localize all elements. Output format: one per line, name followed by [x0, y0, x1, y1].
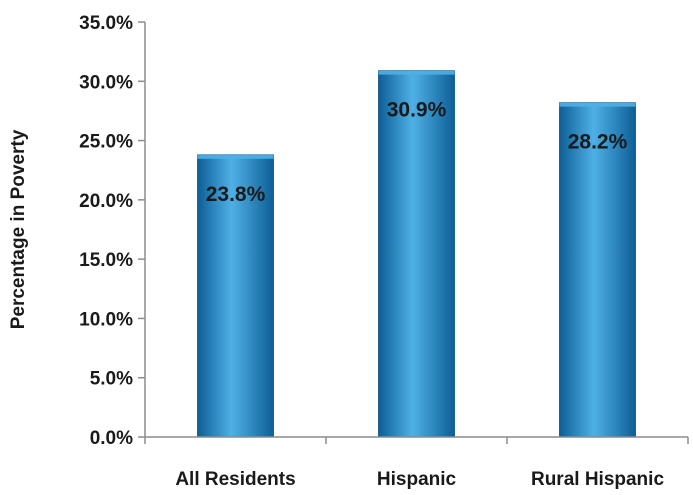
y-tick-label: 25.0%: [79, 132, 133, 153]
bar-hispanic: [378, 70, 455, 438]
bar-top-highlight: [559, 102, 636, 107]
y-tick-label: 5.0%: [90, 369, 133, 390]
bar-all-residents: [197, 154, 274, 438]
bars-group: [197, 70, 636, 438]
x-category-label: Hispanic: [377, 469, 457, 490]
axes-group: [144, 22, 688, 438]
y-tick-label: 10.0%: [79, 309, 133, 330]
data-labels-group: 23.8% 30.9% 28.2%: [206, 99, 628, 206]
y-tick-label: 0.0%: [90, 428, 133, 449]
y-tick-label: 15.0%: [79, 250, 133, 271]
y-tick-label: 30.0%: [79, 72, 133, 93]
y-ticks-group: 0.0% 5.0% 10.0% 15.0% 20.0% 25.0% 30.0% 35.0%: [79, 13, 145, 449]
y-tick-label: 20.0%: [79, 191, 133, 212]
bar-rural-hispanic: [559, 102, 636, 438]
bar-top-highlight: [197, 154, 274, 159]
y-tick-label: 35.0%: [79, 13, 133, 34]
bar-top-highlight: [378, 70, 455, 75]
x-ticks-group: All Residents Hispanic Rural Hispanic: [144, 437, 689, 490]
y-axis-title: Percentage in Poverty: [8, 129, 29, 329]
data-label: 30.9%: [387, 99, 447, 122]
x-category-label: Rural Hispanic: [531, 469, 664, 490]
data-label: 28.2%: [568, 131, 628, 154]
x-category-label: All Residents: [175, 469, 295, 490]
data-label: 23.8%: [206, 183, 266, 206]
